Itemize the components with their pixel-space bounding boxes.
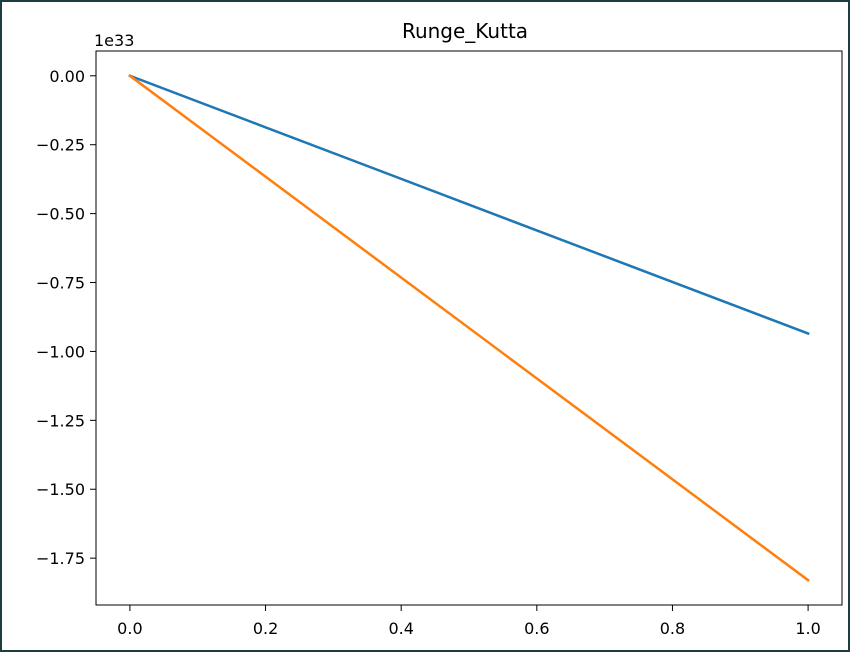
y-axis-offset-label: 1e33: [94, 31, 134, 50]
y-tick-label: −1.00: [36, 342, 85, 361]
series-line-2: [128, 74, 810, 582]
x-tick-label: 0.8: [660, 619, 685, 638]
series-line-1: [128, 74, 810, 336]
x-tick-label: 0.2: [253, 619, 278, 638]
axes-layer: 0.0 0.2 0.4 0.6 0.8 1.0 0.00 −0.25 −0.50 −0.75 −1.…: [36, 50, 843, 638]
series-layer: [128, 74, 810, 582]
y-tick-label: 0.00: [49, 67, 85, 86]
y-tick-label: −1.75: [36, 549, 85, 568]
y-tick-label: −1.25: [36, 411, 85, 430]
y-tick-label: −0.50: [36, 205, 85, 224]
y-tick-label: −0.75: [36, 274, 85, 293]
plot-border: [95, 50, 843, 606]
x-tick-label: 0.0: [117, 619, 142, 638]
y-tick-label: −1.50: [36, 480, 85, 499]
x-tick-label: 1.0: [795, 619, 820, 638]
x-tick-label: 0.4: [388, 619, 413, 638]
y-tick-label: −0.25: [36, 136, 85, 155]
x-tick-label: 0.6: [524, 619, 549, 638]
chart-title: Runge_Kutta: [402, 19, 528, 43]
